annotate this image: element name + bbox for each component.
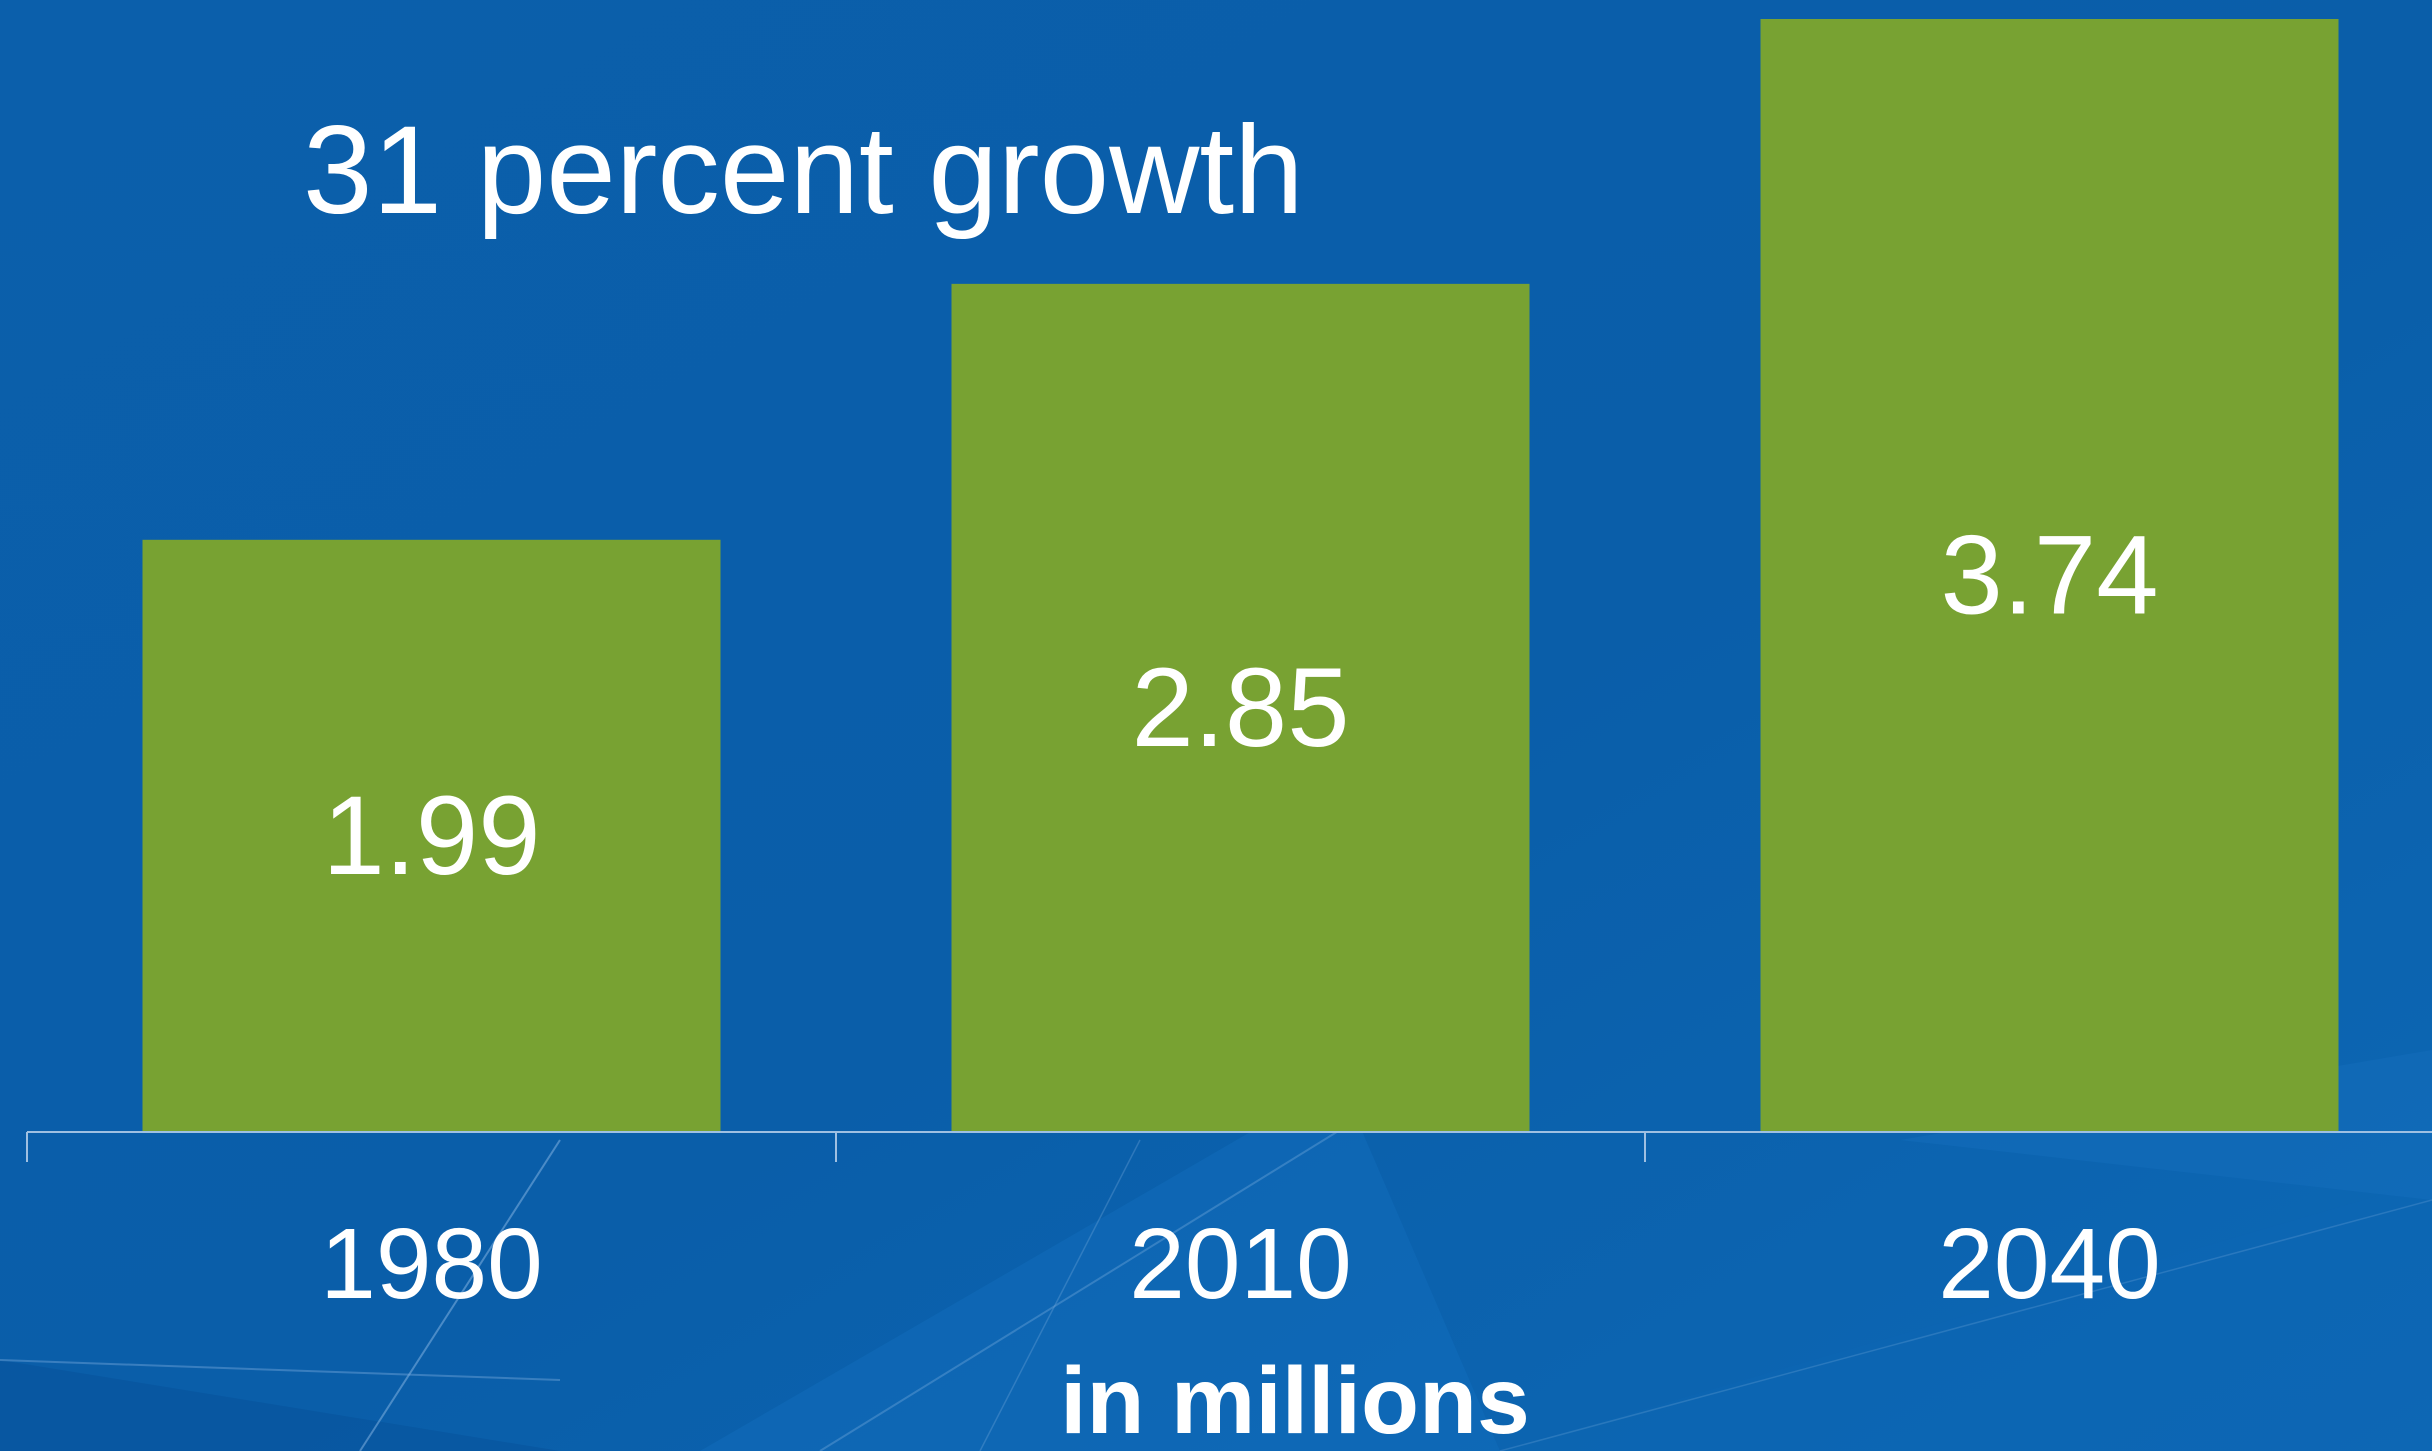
data-labels-group: 1.99 2.85 3.74 bbox=[323, 513, 2159, 898]
bar-1980 bbox=[142, 539, 721, 1132]
category-label-1980: 1980 bbox=[320, 1208, 542, 1320]
category-label-2010: 2010 bbox=[1129, 1208, 1351, 1320]
data-label-2010: 2.85 bbox=[1132, 645, 1350, 770]
x-axis-label: in millions bbox=[1060, 1348, 1530, 1451]
category-labels-group: 1980 2010 2040 bbox=[320, 1208, 2160, 1320]
data-label-1980: 1.99 bbox=[323, 773, 541, 898]
x-axis-ticks bbox=[26, 1132, 1646, 1162]
data-label-2040: 3.74 bbox=[1941, 513, 2159, 638]
growth-annotation: 31 percent growth bbox=[303, 101, 1304, 240]
bars-group bbox=[142, 19, 2339, 1132]
bar-2040 bbox=[1760, 19, 2339, 1132]
category-label-2040: 2040 bbox=[1938, 1208, 2160, 1320]
bar-2010 bbox=[951, 283, 1530, 1132]
